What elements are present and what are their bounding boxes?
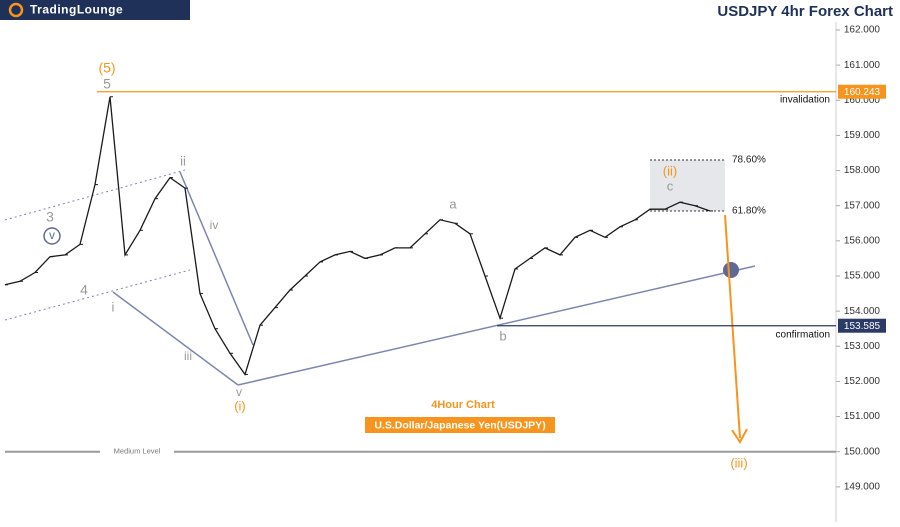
wave-circle [43, 227, 61, 245]
projection-arrow [724, 214, 741, 439]
price-line [4, 96, 711, 376]
fib-zone [650, 160, 725, 211]
y-tick-label: 156.000 [844, 235, 881, 246]
arrow-head [731, 428, 748, 444]
price-tag [838, 318, 886, 333]
y-tick-label: 158.000 [844, 165, 881, 176]
wave-label: v [49, 228, 55, 242]
price-tag-label: 153.585 [844, 321, 881, 332]
y-tick-label: 151.000 [844, 411, 881, 422]
fib-label: 61.80% [732, 206, 766, 217]
wave-label: (i) [234, 398, 246, 413]
wave-label: a [449, 196, 457, 211]
wave-label: (ii) [663, 163, 677, 178]
target-dot [723, 262, 739, 278]
y-tick-label: 161.000 [844, 60, 881, 71]
y-tick-label: 150.000 [844, 446, 881, 457]
price-tag [838, 84, 886, 99]
trend-line [179, 171, 254, 346]
trend-line [112, 291, 239, 386]
wave-label: 3 [46, 209, 54, 225]
wave-label: i [112, 299, 115, 314]
channel-line [4, 269, 191, 321]
y-tick-label: 162.000 [844, 25, 881, 36]
instrument-box [365, 417, 555, 433]
wave-label: ii [180, 153, 186, 168]
instrument: U.S.Dollar/Japanese Yen(USDJPY) [374, 419, 545, 431]
y-tick-label: 152.000 [844, 376, 881, 387]
y-tick-label: 155.000 [844, 271, 881, 282]
chart-title: USDJPY 4hr Forex Chart [717, 3, 893, 20]
logo-band [0, 0, 190, 20]
y-tick-label: 157.000 [844, 200, 881, 211]
wave-label: (5) [98, 60, 115, 76]
y-tick-label: 160.000 [844, 95, 881, 106]
channel-line [4, 169, 186, 221]
wave-label: v [236, 385, 242, 399]
wave-label: iv [210, 218, 219, 232]
wave-label: b [499, 328, 506, 343]
fib-label: 78.60% [732, 155, 766, 166]
wave-label: c [667, 178, 674, 193]
wave-label: 5 [103, 76, 111, 92]
wave-label: iii [184, 349, 192, 363]
level-name: invalidation [780, 94, 830, 105]
y-tick-label: 153.000 [844, 341, 881, 352]
y-tick-label: 149.000 [844, 481, 881, 492]
y-tick-label: 159.000 [844, 130, 881, 141]
level-name: confirmation [776, 329, 830, 340]
price-tag-label: 160.243 [844, 87, 881, 98]
level-name: Medium Level [114, 447, 161, 456]
trend-line [237, 265, 756, 386]
subtitle: 4Hour Chart [431, 399, 495, 411]
wave-label: 4 [80, 282, 88, 298]
wave-label: (iii) [730, 455, 747, 470]
brand: TradingLounge [30, 3, 123, 17]
logo-icon [8, 2, 24, 18]
y-tick-label: 154.000 [844, 306, 881, 317]
level-label-bg [100, 446, 174, 457]
